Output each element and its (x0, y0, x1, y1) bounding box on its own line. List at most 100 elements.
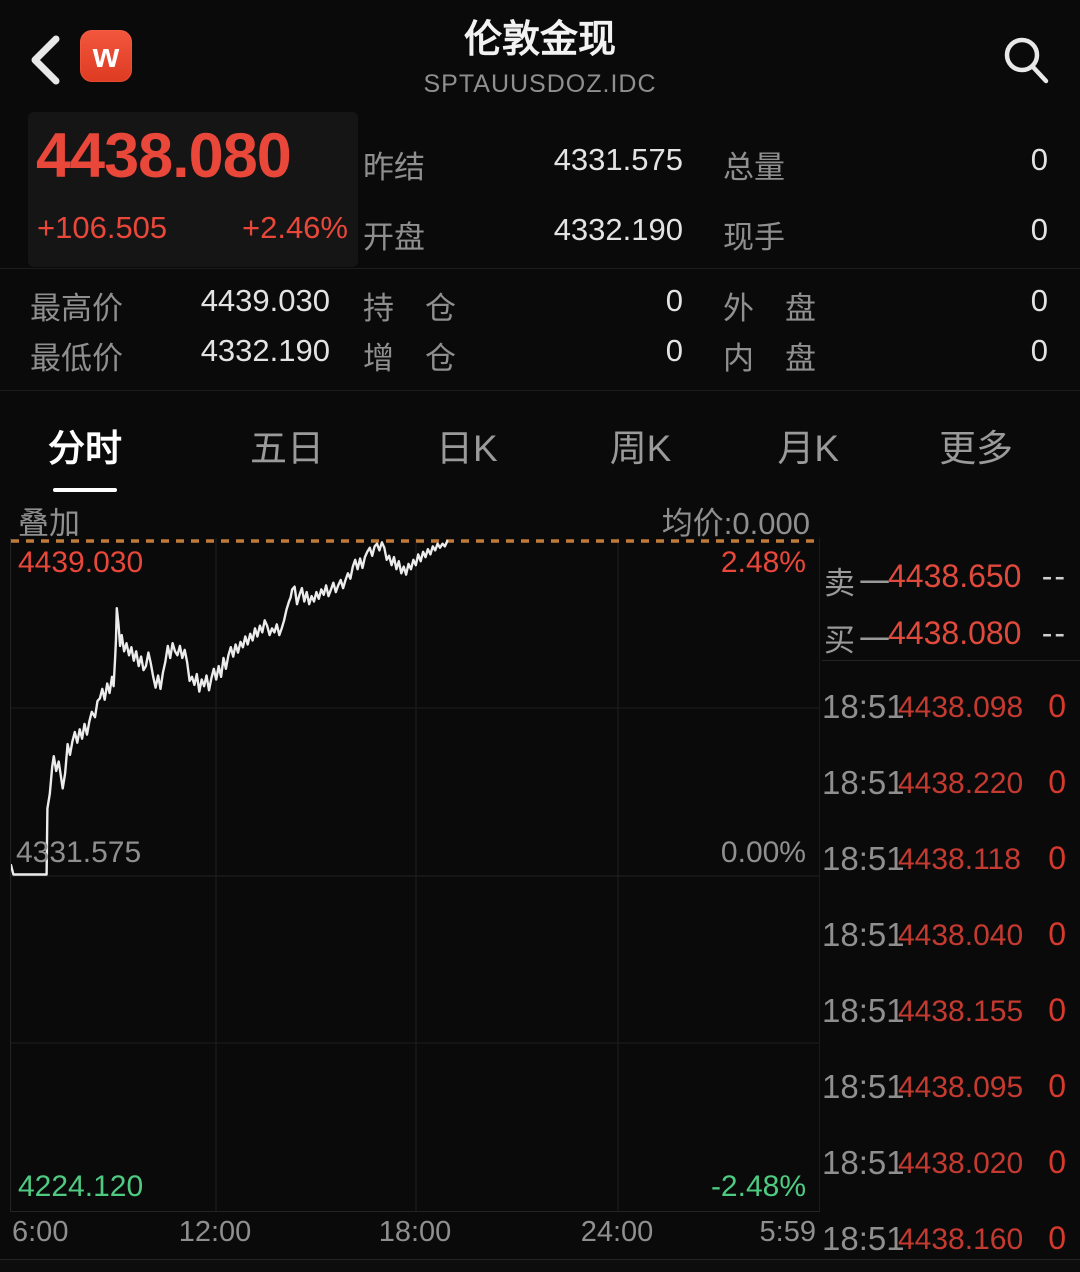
average-price-label: 均价:0.000 (661, 506, 810, 541)
prev-close-value: 4331.575 (553, 142, 683, 177)
trade-time: 18:51 (822, 1144, 905, 1181)
trade-qty: 0 (1048, 764, 1066, 800)
trade-row: 18:51 4438.160 0 (820, 1200, 1080, 1272)
trade-time: 18:51 (822, 1068, 905, 1105)
high-value: 4439.030 (200, 283, 330, 318)
oi-change-value: 0 (665, 333, 683, 368)
intraday-chart-svg (11, 538, 819, 1211)
outer-lots-value: 0 (1030, 283, 1048, 318)
trade-qty: 0 (1048, 916, 1066, 952)
x-tick-0559: 5:59 (759, 1216, 816, 1248)
ask-label: 卖一 (824, 566, 894, 601)
open-label: 开盘 (363, 220, 425, 255)
price-change: +106.505 (37, 210, 168, 245)
back-button[interactable] (26, 34, 66, 86)
trade-row: 18:51 4438.155 0 (820, 972, 1080, 1048)
trade-row: 18:51 4438.118 0 (820, 820, 1080, 896)
panel-divider (819, 538, 820, 1211)
volume-value: 0 (1030, 142, 1048, 177)
wind-app-icon[interactable]: w (80, 30, 132, 82)
tab-daily-k[interactable]: 日K (436, 428, 498, 469)
high-label: 最高价 (30, 291, 123, 326)
y-label-low: 4224.120 (18, 1170, 144, 1203)
ask-qty: -- (1041, 558, 1067, 594)
trade-qty: 0 (1048, 992, 1066, 1028)
trade-price: 4438.040 (898, 919, 1024, 952)
trade-row: 18:51 4438.098 0 (820, 668, 1080, 744)
y-label-high: 4439.030 (18, 546, 144, 579)
y-label-ref: 4331.575 (16, 836, 142, 869)
tab-five-day[interactable]: 五日 (250, 428, 324, 469)
bid-row: 买一 4438.080 -- (820, 605, 1080, 661)
trade-qty: 0 (1048, 840, 1066, 876)
trade-time: 18:51 (822, 764, 905, 801)
x-tick-1800: 18:00 (378, 1216, 452, 1248)
trade-row: 18:51 4438.040 0 (820, 896, 1080, 972)
prev-close-label: 昨结 (363, 150, 425, 185)
trade-row: 18:51 4438.220 0 (820, 744, 1080, 820)
trade-price: 4438.020 (898, 1147, 1024, 1180)
outer-lots-label: 外 盘 (723, 291, 816, 326)
trade-price: 4438.118 (898, 843, 1021, 876)
tab-more[interactable]: 更多 (939, 428, 1014, 469)
period-tabbar: 分时 五日 日K 周K 月K 更多 (0, 392, 1080, 498)
x-tick-1200: 12:00 (178, 1216, 252, 1248)
trade-price: 4438.220 (898, 767, 1024, 800)
trade-row: 18:51 4438.095 0 (820, 1048, 1080, 1124)
inner-lots-label: 内 盘 (723, 341, 816, 376)
price-line (11, 539, 449, 876)
open-interest-value: 0 (665, 283, 683, 318)
divider (0, 268, 1080, 269)
trade-tape-list[interactable]: 18:51 4438.098 0 18:51 4438.220 0 18:51 … (820, 668, 1080, 1272)
trade-qty: 0 (1048, 1144, 1066, 1180)
bid-label: 买一 (824, 623, 894, 658)
trade-time: 18:51 (822, 1220, 905, 1257)
open-value: 4332.190 (553, 212, 683, 247)
wind-app-icon-letter: w (92, 37, 120, 75)
search-button[interactable] (1000, 34, 1052, 86)
volume-label: 总量 (723, 150, 785, 185)
bid-qty: -- (1041, 615, 1067, 651)
tab-intraday[interactable]: 分时 (48, 418, 122, 472)
ask-row: 卖一 4438.650 -- (820, 548, 1080, 604)
bid-price: 4438.080 (888, 615, 1022, 651)
trade-price: 4438.095 (898, 1071, 1024, 1104)
trade-qty: 0 (1048, 688, 1066, 724)
y-label-low-pct: -2.48% (710, 1170, 806, 1203)
y-label-high-pct: 2.48% (720, 546, 806, 579)
ask-price: 4438.650 (888, 558, 1022, 594)
current-volume-label: 现手 (723, 220, 785, 255)
bottom-divider (0, 1259, 1080, 1260)
open-interest-label: 持 仓 (363, 291, 456, 326)
current-volume-value: 0 (1030, 212, 1048, 247)
trade-qty: 0 (1048, 1068, 1066, 1104)
tab-monthly-k[interactable]: 月K (777, 428, 840, 469)
trade-time: 18:51 (822, 916, 905, 953)
x-tick-0600: 6:00 (12, 1216, 69, 1248)
low-value: 4332.190 (200, 333, 330, 368)
price-change-percent: +2.46% (241, 210, 348, 245)
page-title: 伦敦金现 (463, 19, 616, 61)
trade-row: 18:51 4438.020 0 (820, 1124, 1080, 1200)
low-label: 最低价 (30, 341, 123, 376)
trade-qty: 0 (1048, 1220, 1066, 1256)
oi-change-label: 增 仓 (363, 341, 456, 376)
back-chevron-icon (31, 35, 60, 85)
last-price-panel: 4438.080 +106.505 +2.46% (28, 112, 358, 267)
trade-price: 4438.160 (898, 1223, 1024, 1256)
intraday-chart-plot[interactable] (10, 538, 820, 1212)
tab-weekly-k[interactable]: 周K (609, 428, 672, 469)
bottom-bar (0, 1260, 1080, 1272)
trade-time: 18:51 (822, 688, 905, 725)
x-tick-2400: 24:00 (580, 1216, 654, 1248)
trade-time: 18:51 (822, 840, 905, 877)
inner-lots-value: 0 (1030, 333, 1048, 368)
y-label-zero-pct: 0.00% (720, 836, 806, 869)
search-icon (1004, 37, 1049, 84)
overlay-button[interactable]: 叠加 (18, 506, 80, 541)
last-price: 4438.080 (36, 121, 292, 191)
trade-price: 4438.098 (898, 691, 1024, 724)
trade-price: 4438.155 (898, 995, 1024, 1028)
instrument-code: SPTAUUSDOZ.IDC (423, 70, 657, 98)
